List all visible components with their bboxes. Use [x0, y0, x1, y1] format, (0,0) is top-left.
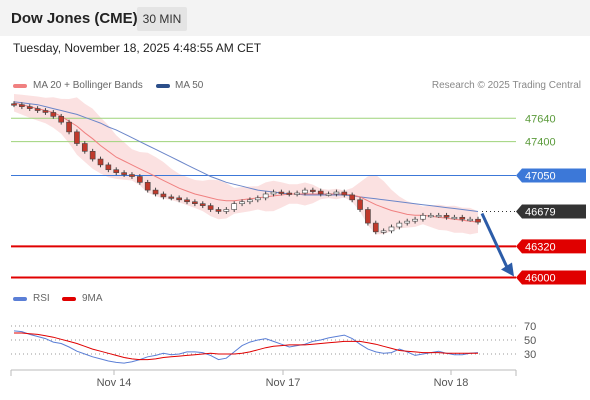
candle [372, 222, 379, 233]
candle [97, 158, 104, 166]
level-tag-47050 [516, 168, 586, 183]
candle [26, 106, 33, 109]
candle [137, 176, 143, 183]
candle [19, 104, 25, 107]
candle [270, 191, 277, 195]
candle [247, 199, 253, 203]
rsi-series-RSI [13, 330, 479, 364]
rsi-tick-50: 50 [524, 335, 536, 347]
candle [341, 191, 348, 196]
candle [239, 201, 245, 204]
candle [160, 193, 167, 198]
candle [475, 218, 481, 223]
candle [215, 209, 222, 212]
interval-selector[interactable]: 30 MIN [137, 7, 187, 31]
bollinger-band [14, 94, 478, 235]
candle [74, 131, 80, 144]
time-tick-label: Nov 18 [434, 377, 469, 389]
rsi-tick-70: 70 [524, 321, 536, 333]
rsi-tick-30: 30 [524, 349, 536, 361]
rsi-legend-swatch [13, 297, 27, 301]
candle [66, 121, 72, 133]
candle [443, 215, 450, 218]
ma9-legend-swatch [62, 297, 76, 301]
candle [121, 172, 127, 175]
chart-header: Dow Jones (CME) 30 MIN [0, 0, 590, 36]
ma50-legend-label: MA 50 [175, 80, 204, 91]
level-tag-46320 [516, 239, 586, 254]
ma9-legend-label: 9MA [82, 293, 103, 304]
rsi-legend-label: RSI [33, 293, 50, 304]
candle [459, 216, 466, 220]
level-label-47400: 47400 [525, 137, 556, 149]
candle [58, 116, 65, 123]
timestamp: Tuesday, November 18, 2025 4:48:55 AM CE… [13, 41, 262, 55]
time-tick-label: Nov 17 [266, 377, 301, 389]
candle [192, 201, 198, 204]
candle [113, 169, 120, 173]
instrument-title: Dow Jones (CME) [11, 10, 138, 27]
candle [357, 199, 363, 210]
candle [152, 189, 159, 195]
ma20-legend-label: MA 20 + Bollinger Bands [33, 80, 143, 91]
candle [254, 197, 261, 201]
candle [168, 196, 175, 199]
candle [199, 203, 206, 206]
candle [286, 192, 293, 195]
candle [223, 209, 230, 212]
candle [365, 209, 371, 224]
candle [207, 205, 214, 210]
candle [427, 215, 434, 218]
candle [302, 189, 308, 194]
candle [176, 197, 182, 201]
candle [144, 182, 151, 191]
ma50-line [13, 101, 479, 212]
candle [262, 193, 269, 199]
level-label-46000: 46000 [525, 272, 556, 284]
forecast-arrow [480, 212, 510, 271]
candle [294, 192, 300, 195]
level-tag-46000 [516, 270, 586, 285]
candle [317, 190, 324, 195]
level-label-47050: 47050 [525, 171, 556, 183]
candle [451, 216, 458, 220]
ma50-legend-swatch [156, 84, 170, 88]
candle [89, 150, 96, 160]
forecast-arrowhead [501, 262, 514, 277]
candle [388, 226, 395, 232]
candle [420, 215, 426, 220]
ma20-legend-swatch [13, 84, 27, 88]
research-credit: Research © 2025 Trading Central [431, 80, 581, 91]
candle [81, 143, 88, 152]
ma20-line [13, 102, 479, 223]
candle [34, 108, 41, 111]
candle [50, 112, 57, 117]
level-label-47640: 47640 [525, 113, 556, 125]
candle [231, 203, 238, 210]
time-tick-label: Nov 14 [97, 377, 132, 389]
candle [42, 110, 49, 113]
candle [435, 215, 442, 218]
candle [396, 222, 403, 228]
level-label-46679: 46679 [525, 207, 556, 219]
candle [278, 191, 285, 194]
candle [325, 193, 332, 196]
candle [129, 174, 135, 177]
candle [333, 191, 340, 195]
level-label-46320: 46320 [525, 241, 556, 253]
candle [404, 220, 411, 224]
candle [467, 218, 473, 222]
candle [380, 230, 387, 233]
candle [349, 194, 355, 201]
rsi-series-9MA [14, 332, 478, 361]
candle [184, 199, 190, 203]
level-tag-46679 [516, 204, 586, 219]
candle [105, 164, 112, 171]
candle [11, 103, 17, 106]
candle [412, 218, 418, 222]
candle [310, 189, 316, 192]
